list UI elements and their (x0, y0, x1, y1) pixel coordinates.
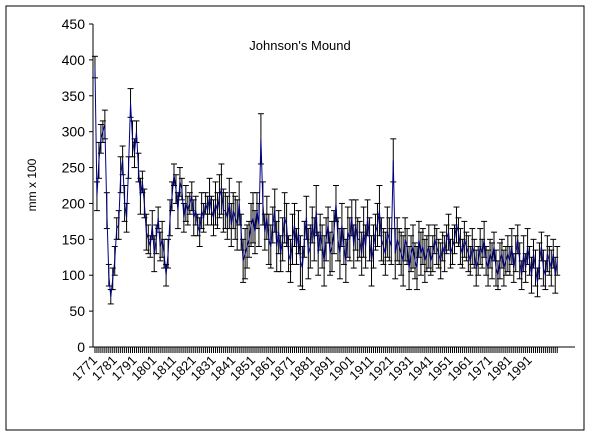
y-axis-label: mm x 100 (25, 158, 39, 211)
y-tick-label: 350 (62, 88, 86, 104)
y-tick-label: 200 (62, 195, 86, 211)
y-tick-label: 100 (62, 267, 86, 283)
y-tick-label: 300 (62, 124, 86, 140)
y-tick-label: 450 (62, 16, 86, 32)
y-tick-label: 150 (62, 231, 86, 247)
y-tick-label: 50 (69, 303, 85, 319)
chart-frame (5, 5, 585, 431)
chart-title: Johnson's Mound (249, 38, 351, 53)
data-line (94, 67, 558, 297)
y-tick-label: 400 (62, 52, 86, 68)
y-tick-label: 0 (77, 339, 85, 355)
y-tick-label: 250 (62, 160, 86, 176)
